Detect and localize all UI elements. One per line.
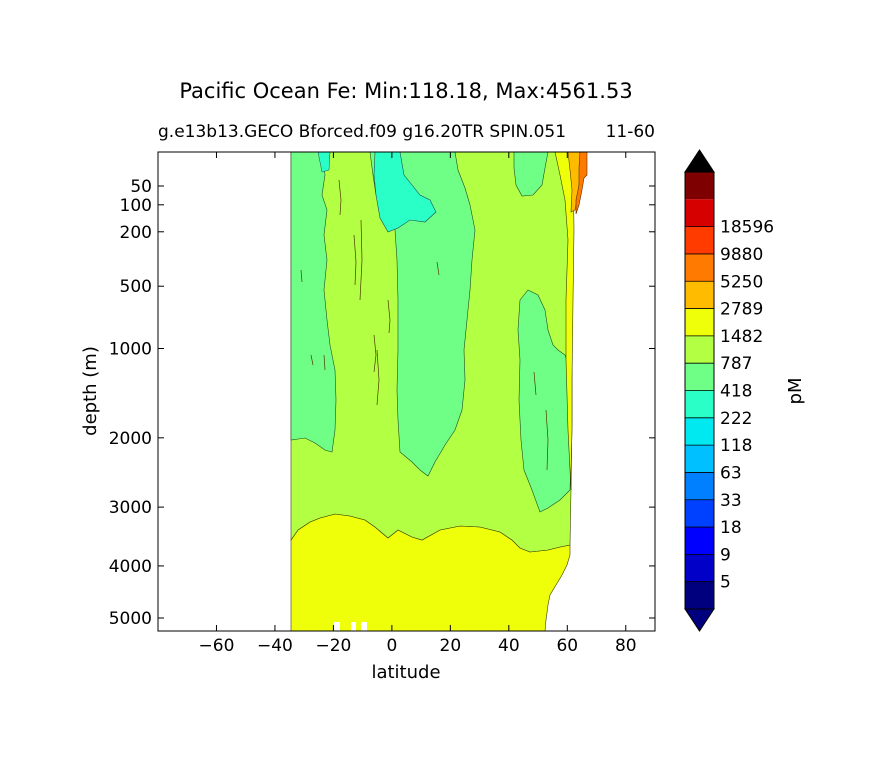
colorbar-segment	[685, 226, 714, 254]
x-tick-label: 80	[615, 636, 637, 656]
y-tick-label: 500	[120, 277, 152, 297]
colorbar-tick-label: 33	[720, 491, 742, 511]
colorbar-tick-label: 63	[720, 463, 742, 483]
colorbar-segment	[685, 172, 714, 200]
x-axis: −60 −40 −20 0 20 40 60 80	[199, 152, 637, 656]
y-axis-label: depth (m)	[80, 346, 101, 436]
colorbar-tick-label: 9880	[720, 245, 763, 265]
contour-streaks	[300, 179, 549, 471]
colorbar-segment	[685, 335, 714, 364]
colorbar-segment	[685, 199, 714, 227]
y-tick-label: 3000	[109, 498, 152, 518]
y-tick-label: 50	[130, 177, 152, 197]
colorbar-tick-label: 1482	[720, 327, 763, 347]
colorbar-under-arrow	[684, 608, 715, 632]
colorbar-tick-label: 18	[720, 518, 742, 538]
x-axis-label: latitude	[371, 662, 440, 683]
colorbar-tick-label: 787	[720, 354, 752, 374]
colorbar-label: pM	[785, 378, 806, 405]
chart-subtitle: g.e13b13.GECO Bforced.f09 g16.20TR SPIN.…	[158, 122, 566, 142]
colorbar-segment	[685, 472, 714, 500]
colorbar-tick-label: 418	[720, 382, 752, 402]
colorbar-segment	[685, 253, 714, 282]
colorbar-tick-label: 118	[720, 436, 752, 456]
seafloor-gaps	[334, 622, 367, 631]
colorbar-segment	[685, 527, 714, 555]
y-tick-label: 5000	[109, 609, 152, 629]
contour-northern-peak	[575, 151, 588, 215]
colorbar-tick-label: 5250	[720, 272, 763, 292]
y-tick-label: 100	[120, 196, 152, 216]
y-tick-label: 2000	[109, 429, 152, 449]
contour-northern-surface-lobe	[513, 151, 549, 197]
x-tick-label: 60	[556, 636, 578, 656]
colorbar-tick-label: 2789	[720, 300, 763, 320]
y-tick-label: 1000	[109, 339, 152, 359]
x-tick-label: 20	[440, 636, 462, 656]
colorbar-segment	[685, 499, 714, 528]
chart-title: Pacific Ocean Fe: Min:118.18, Max:4561.5…	[179, 79, 632, 103]
x-tick-label: −20	[315, 636, 351, 656]
colorbar-segment	[685, 363, 714, 391]
x-tick-label: −60	[199, 636, 235, 656]
x-tick-label: 0	[386, 636, 397, 656]
colorbar-tick-label: 18596	[720, 218, 774, 238]
colorbar: 5 9 18 33 63 118 222 418 787 1482 2789 5250 9880 1859…	[684, 149, 774, 632]
colorbar-tick-label: 9	[720, 545, 731, 565]
colorbar-tick-label: 5	[720, 573, 731, 593]
colorbar-segment	[685, 417, 714, 446]
plot-area	[157, 151, 656, 632]
colorbar-segment	[685, 581, 714, 609]
y-tick-label: 200	[120, 223, 152, 243]
y-tick-label: 4000	[109, 557, 152, 577]
colorbar-segment	[685, 281, 714, 309]
colorbar-segment	[685, 308, 714, 336]
chart-subtitle-right: 11-60	[606, 122, 655, 142]
x-tick-label: −40	[257, 636, 293, 656]
contour-surface-patch	[373, 151, 437, 233]
colorbar-segment	[685, 554, 714, 582]
colorbar-over-arrow	[684, 149, 715, 173]
colorbar-tick-label: 222	[720, 409, 752, 429]
contour-equatorial-band	[369, 151, 476, 477]
contour-northern-edge	[554, 151, 575, 491]
colorbar-segment	[685, 390, 714, 418]
colorbar-segment	[685, 445, 714, 473]
contour-southern-band	[290, 151, 337, 453]
x-tick-label: 40	[498, 636, 520, 656]
plot-frame	[157, 151, 656, 632]
